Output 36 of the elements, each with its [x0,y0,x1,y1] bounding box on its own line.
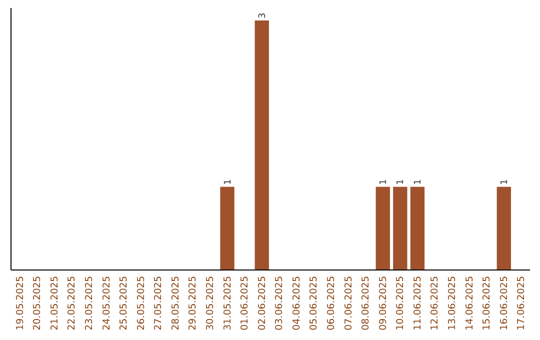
data-label: 1 [413,179,424,185]
data-label: 1 [223,179,234,185]
x-tick-label: 09.06.2025 [378,276,389,330]
x-tick-label: 16.06.2025 [498,276,510,330]
x-tick-label: 30.05.2025 [204,276,216,330]
x-tick-label: 04.06.2025 [291,276,302,330]
data-label: 1 [500,179,510,185]
x-tick-label: 19.05.2025 [14,276,26,330]
x-tick-label: 03.06.2025 [274,276,286,330]
x-tick-label: 27.05.2025 [153,276,164,330]
x-tick-label: 31.05.2025 [222,276,234,330]
data-label: 1 [396,179,406,185]
x-tick-label: 05.06.2025 [308,276,320,330]
x-tick-label: 10.06.2025 [395,276,406,330]
x-tick-label: 06.06.2025 [326,276,338,330]
data-label: 1 [378,179,389,185]
x-tick-label: 12.06.2025 [430,276,441,330]
x-tick-label: 24.05.2025 [101,276,112,330]
x-tick-label: 08.06.2025 [360,276,372,330]
x-tick-label: 07.06.2025 [343,276,354,330]
x-tick-label: 21.05.2025 [49,276,60,330]
x-tick-label: 15.06.2025 [482,276,493,330]
x-tick-label: 17.06.2025 [516,276,528,330]
x-tick-label: 29.05.2025 [188,276,199,330]
x-tick-label: 14.06.2025 [464,276,476,330]
x-tick-label: 23.05.2025 [84,276,95,330]
x-tick-label: 11.06.2025 [412,276,424,330]
x-tick-label: 26.05.2025 [136,276,147,330]
data-label: 3 [258,12,268,18]
x-tick-label: 22.05.2025 [66,276,78,330]
x-tick-label: 02.06.2025 [256,276,268,330]
x-tick-label: 25.05.2025 [118,276,130,330]
x-tick-label: 01.06.2025 [240,276,251,330]
x-tick-label: 20.05.2025 [32,276,44,330]
x-tick-label: 28.05.2025 [170,276,182,330]
x-tick-label: 13.06.2025 [447,276,458,330]
